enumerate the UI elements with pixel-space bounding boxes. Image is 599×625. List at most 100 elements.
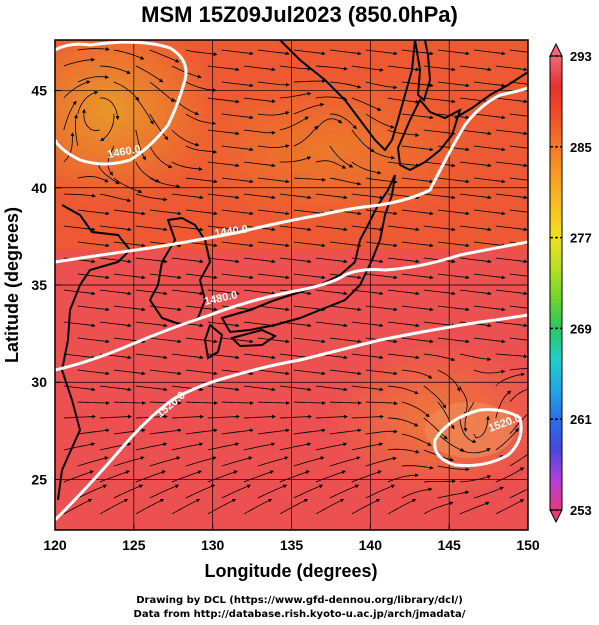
streamline: [113, 49, 145, 60]
streamline: [459, 65, 492, 72]
streamline: [509, 113, 528, 117]
streamline: [423, 193, 456, 200]
streamline: [473, 209, 506, 216]
streamline: [401, 487, 433, 499]
coastline-kuril: [454, 71, 528, 119]
streamline: [365, 209, 398, 216]
streamline: [279, 498, 309, 515]
streamline: [221, 145, 254, 152]
streamline: [423, 479, 456, 484]
streamline: [149, 209, 182, 216]
x-tick-label: 120: [43, 537, 67, 553]
streamline: [315, 118, 343, 131]
streamline: [135, 498, 165, 515]
streamline: [495, 467, 525, 483]
streamline: [135, 193, 168, 202]
streamline: [387, 353, 420, 360]
streamline: [329, 456, 361, 467]
streamline: [243, 257, 276, 264]
credit-drawing: Drawing by DCL (https://www.gfd-dennou.o…: [136, 595, 463, 606]
streamline: [423, 289, 456, 296]
streamline: [329, 241, 362, 248]
streamline: [243, 161, 276, 168]
colorbar: 293 285 277 269 261 253: [549, 42, 592, 524]
streamline: [315, 321, 348, 328]
streamline: [387, 448, 420, 454]
streamline: [351, 470, 382, 483]
contour-1440: [55, 86, 528, 264]
y-tick-label: 25: [31, 471, 47, 487]
streamline: [185, 484, 216, 499]
coastline-sakhalin: [414, 40, 432, 102]
streamline: [221, 456, 253, 467]
streamline: [243, 470, 274, 483]
y-tick-label: 35: [31, 277, 47, 293]
streamline: [99, 97, 120, 121]
streamline: [81, 108, 100, 132]
streamline: [113, 81, 140, 101]
streamline: [495, 65, 528, 72]
streamline: [185, 369, 218, 376]
streamline: [293, 400, 326, 405]
colorbar-tick-label: 277: [570, 231, 592, 246]
streamline: [279, 225, 312, 232]
colorbar-tick-label: 261: [570, 412, 592, 427]
streamline: [473, 145, 506, 152]
streamline: [351, 414, 384, 419]
streamline: [293, 337, 326, 344]
streamline: [77, 369, 110, 376]
warm-zone-north-central: [180, 75, 480, 225]
streamline: [243, 193, 276, 200]
streamline: [77, 47, 110, 52]
streamline: [135, 97, 154, 125]
streamline: [401, 337, 434, 344]
streamline: [365, 305, 398, 312]
streamline: [149, 145, 173, 168]
streamline: [171, 257, 204, 264]
streamline: [185, 337, 218, 344]
streamline: [401, 113, 434, 120]
streamline: [387, 321, 420, 328]
streamline: [423, 353, 456, 362]
streamline: [401, 241, 434, 248]
streamline: [149, 273, 182, 280]
streamline: [279, 470, 310, 483]
streamline: [329, 400, 362, 405]
streamline: [279, 91, 312, 99]
streamline: [221, 113, 254, 120]
streamline: [99, 498, 129, 515]
streamline: [293, 369, 326, 376]
streamline: [315, 385, 348, 392]
streamline: [293, 79, 326, 84]
streamline: [74, 114, 79, 147]
streamline: [279, 156, 312, 163]
streamline: [257, 273, 290, 280]
streamline: [437, 241, 470, 248]
streamline: [107, 145, 115, 176]
colorbar-bar: [549, 55, 563, 511]
streamline: [437, 81, 470, 88]
streamline: [437, 337, 470, 344]
streamline: [459, 289, 492, 296]
streamline: [243, 385, 276, 392]
streamline: [135, 225, 168, 232]
streamline: [257, 81, 290, 87]
streamline: [437, 305, 470, 312]
streamline: [351, 65, 384, 72]
streamline: [257, 49, 290, 56]
streamline: [243, 414, 276, 419]
streamline: [315, 414, 348, 419]
streamline: [279, 442, 312, 451]
streamline: [437, 369, 461, 392]
streamline: [185, 145, 218, 154]
streamline: [63, 498, 93, 515]
streamline: [387, 499, 417, 515]
streamline: [63, 132, 75, 163]
streamline: [459, 161, 492, 168]
streamline: [329, 369, 362, 376]
streamline: [495, 97, 528, 104]
streamline: [243, 353, 276, 360]
streamline: [459, 475, 492, 483]
streamline: [315, 289, 348, 296]
